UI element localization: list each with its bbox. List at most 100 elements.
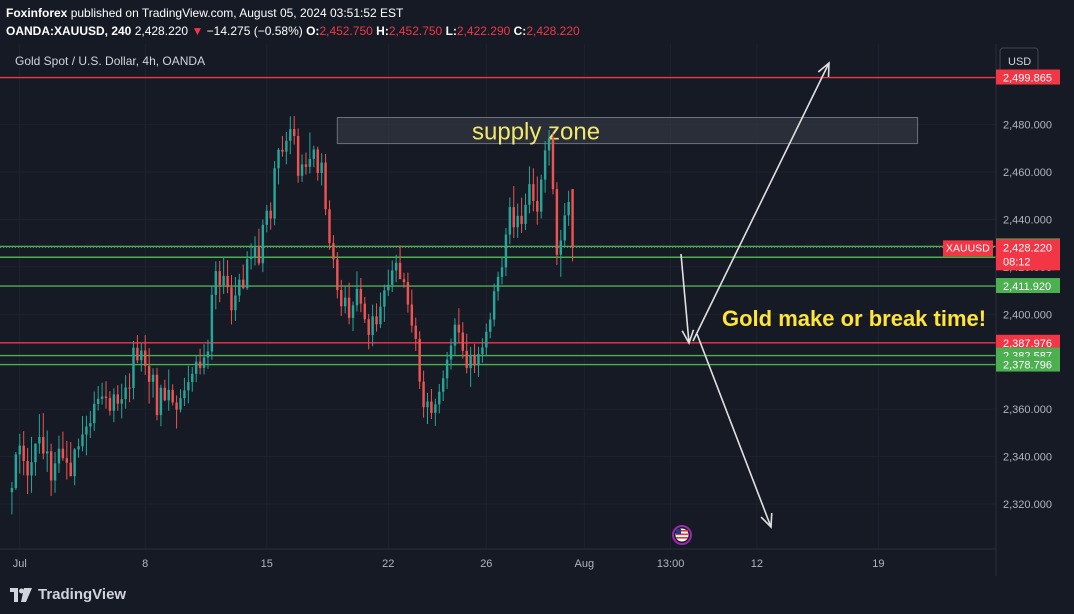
candle-body xyxy=(281,149,284,152)
candle-body xyxy=(477,354,480,366)
high-label: H: xyxy=(376,24,389,38)
publisher-name[interactable]: Foxinforex xyxy=(6,6,68,20)
candle-body xyxy=(559,240,563,255)
publisher-line: Foxinforex published on TradingView.com,… xyxy=(6,6,403,20)
level-tag-label: 2,411.920 xyxy=(1003,281,1051,293)
candle-body xyxy=(147,365,151,382)
ohlc-line: OANDA:XAUUSD, 240 2,428.220 ▼ −14.275 (−… xyxy=(6,24,580,38)
candle-body xyxy=(96,398,100,404)
candle-body xyxy=(563,215,566,241)
price-tick-label: 2,320.000 xyxy=(1003,499,1052,511)
candle-body xyxy=(261,224,265,264)
candle-body xyxy=(238,279,241,296)
candle-body xyxy=(269,210,272,219)
candle-body xyxy=(520,215,523,224)
candle-body xyxy=(418,338,421,382)
change-arrow-icon: ▼ xyxy=(191,24,204,38)
open-label: O: xyxy=(306,24,320,38)
candle-body xyxy=(202,357,206,368)
time-axis-labels: Jul 8 15 22 26 Aug 13:00 12 19 xyxy=(13,558,885,570)
candle-body xyxy=(300,164,304,176)
candle-body xyxy=(496,276,500,292)
arrow-up-breakout-head xyxy=(817,61,830,78)
candle-body xyxy=(340,290,343,307)
candle-body xyxy=(528,184,531,205)
candle-body xyxy=(359,288,363,304)
symbol-tag-text: XAUUSD xyxy=(946,242,990,254)
price-axis[interactable] xyxy=(996,44,1074,576)
candle-body xyxy=(492,291,496,320)
us-flag-event-icon[interactable] xyxy=(672,525,692,545)
price-tick-label: 2,360.000 xyxy=(1003,404,1052,416)
time-tick-label: 19 xyxy=(872,558,884,570)
published-info: published on TradingView.com, August 05,… xyxy=(70,6,404,20)
candle-body xyxy=(81,434,84,447)
arrow-down-breakdown xyxy=(696,333,772,528)
candle-body xyxy=(438,391,441,405)
candle-body xyxy=(551,138,555,190)
candle-body xyxy=(234,295,237,311)
candle-body xyxy=(308,158,312,167)
candle-body xyxy=(398,262,402,280)
candle-body xyxy=(320,162,323,173)
candle-body xyxy=(34,443,37,463)
bar-countdown-text: 08:12 xyxy=(1003,256,1031,268)
candle-body xyxy=(465,350,468,369)
candle-body xyxy=(324,162,327,210)
candle-body xyxy=(355,288,359,306)
candle-body xyxy=(524,204,527,224)
candle-body xyxy=(14,454,18,489)
candle-body xyxy=(38,437,41,444)
candle-body xyxy=(387,284,390,291)
candle-body xyxy=(367,319,370,335)
level-tag xyxy=(996,334,1060,350)
price-tick-label: 2,340.000 xyxy=(1003,452,1052,464)
close-value: 2,428.220 xyxy=(526,24,580,38)
candle-body xyxy=(273,168,276,219)
candle-body xyxy=(343,297,347,307)
candle-body xyxy=(414,325,417,339)
level-tag-label: 2,387.976 xyxy=(1003,338,1052,350)
candle-body xyxy=(296,135,300,176)
candle-body xyxy=(379,306,382,325)
chart-title: Gold Spot / U.S. Dollar, 4h, OANDA xyxy=(15,54,205,68)
candle-body xyxy=(316,149,319,173)
candle-body xyxy=(500,267,504,277)
candle-body xyxy=(22,445,25,462)
candle-body xyxy=(336,259,339,291)
candle-body xyxy=(73,449,76,477)
candle-body xyxy=(89,423,92,427)
candle-body xyxy=(163,387,167,401)
candle-body xyxy=(144,350,147,366)
candle-body xyxy=(489,319,492,332)
candle-body xyxy=(45,451,49,454)
supply-zone-box[interactable] xyxy=(336,116,919,145)
time-tick-label: 12 xyxy=(751,558,763,570)
chart-gridlines xyxy=(0,44,996,549)
tradingview-logo-text: TradingView xyxy=(38,586,127,603)
candle-body xyxy=(226,275,229,288)
footer: TradingView xyxy=(0,576,1074,614)
candle-body xyxy=(543,150,547,180)
tradingview-logo[interactable]: TradingView xyxy=(10,586,126,603)
open-value: 2,452.750 xyxy=(319,24,373,38)
candle-body xyxy=(371,316,374,335)
candle-body xyxy=(567,201,570,216)
arrow-up-breakout xyxy=(692,62,830,342)
candle-body xyxy=(128,387,131,389)
candle-body xyxy=(265,210,268,225)
candle-body xyxy=(555,189,559,255)
symbol-label[interactable]: OANDA:XAUUSD, 240 xyxy=(6,24,132,38)
candle-body xyxy=(249,256,253,260)
candle-body xyxy=(441,378,445,392)
chart-header: Foxinforex published on TradingView.com,… xyxy=(0,0,1074,44)
candle-body xyxy=(253,247,257,257)
candle-body xyxy=(485,331,488,348)
arrow-down-to-support xyxy=(680,253,690,344)
time-tick-label: 13:00 xyxy=(657,558,685,570)
current-price-text: 2,428.220 xyxy=(1003,242,1052,254)
candle-body xyxy=(410,304,414,326)
candle-body xyxy=(49,451,53,481)
candle-body xyxy=(30,462,33,476)
